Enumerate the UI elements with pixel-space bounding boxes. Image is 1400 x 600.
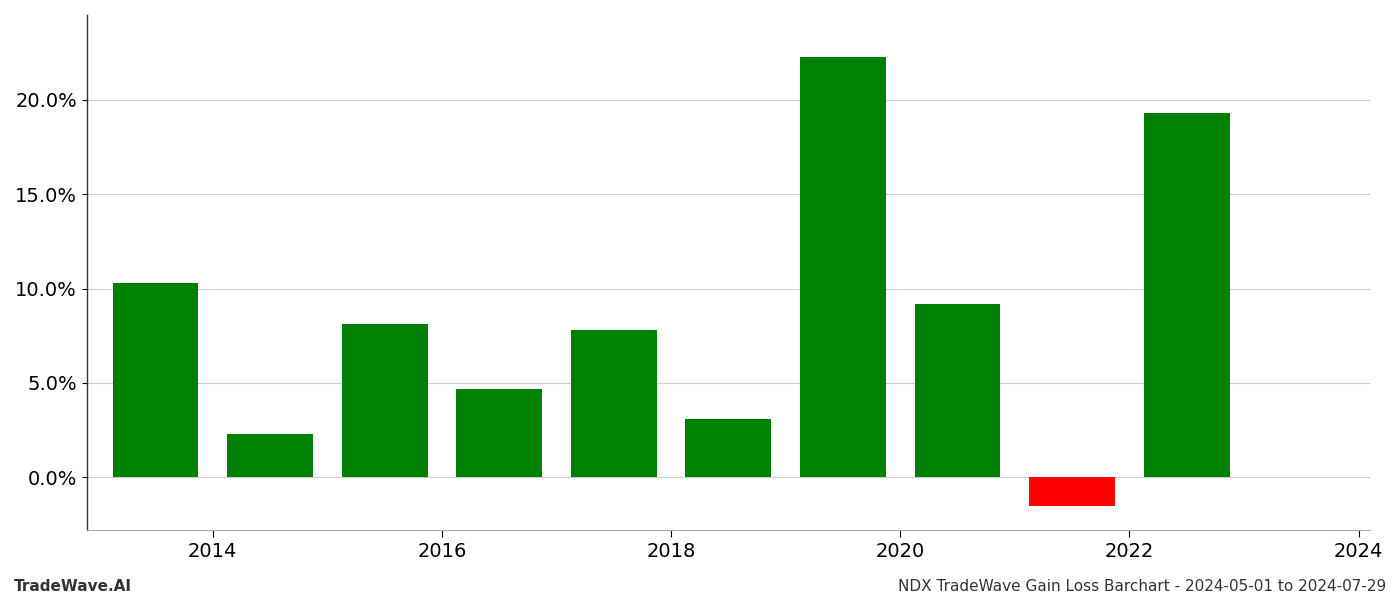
Bar bbox=[342, 325, 427, 478]
Bar bbox=[686, 419, 771, 478]
Bar bbox=[1029, 478, 1114, 506]
Bar bbox=[227, 434, 314, 478]
Text: NDX TradeWave Gain Loss Barchart - 2024-05-01 to 2024-07-29: NDX TradeWave Gain Loss Barchart - 2024-… bbox=[897, 579, 1386, 594]
Bar bbox=[914, 304, 1001, 478]
Text: TradeWave.AI: TradeWave.AI bbox=[14, 579, 132, 594]
Bar bbox=[1144, 113, 1229, 478]
Bar bbox=[112, 283, 199, 478]
Bar bbox=[456, 389, 542, 478]
Bar bbox=[799, 56, 886, 478]
Bar bbox=[571, 330, 657, 478]
